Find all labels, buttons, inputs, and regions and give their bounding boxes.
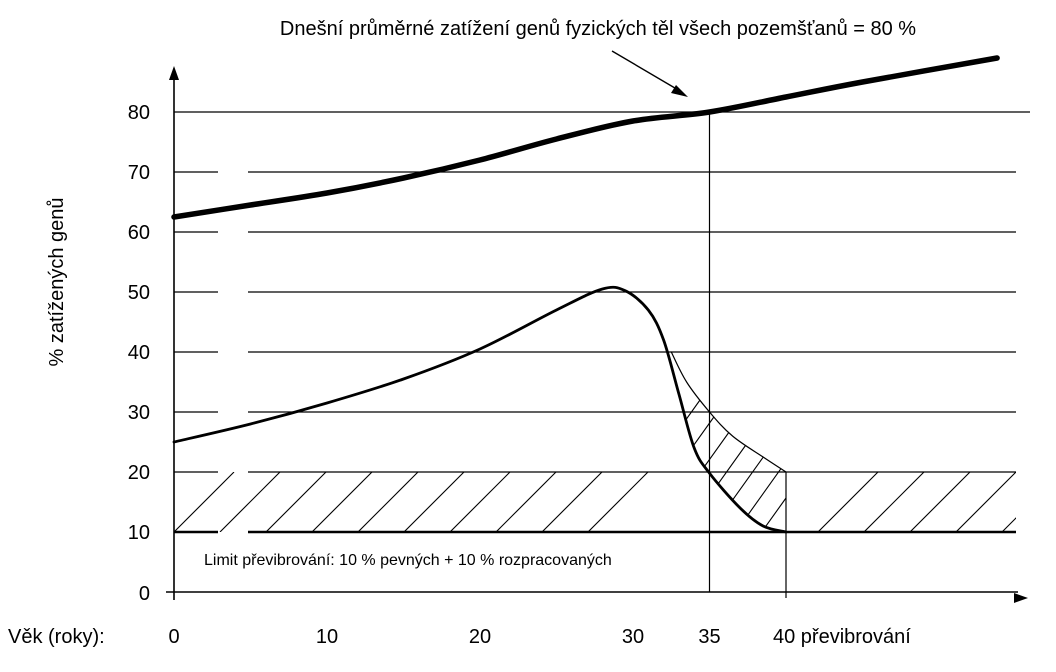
hatch-line xyxy=(311,472,373,532)
hatch-line xyxy=(1048,472,1056,532)
series-line-alternative xyxy=(670,351,787,473)
hatch-line xyxy=(677,399,779,532)
hatch-line xyxy=(755,399,786,532)
hatch-line xyxy=(671,399,753,532)
annotation-arrow-shaft xyxy=(611,50,681,92)
annotation-arrowhead xyxy=(671,85,688,97)
hatch-line xyxy=(495,472,557,532)
gridlines xyxy=(174,111,1030,534)
hatch-line xyxy=(781,399,786,532)
hatch-line xyxy=(449,472,511,532)
y-tick-label-20: 20 xyxy=(128,462,150,484)
hatch-line xyxy=(955,472,1016,532)
x-tick-label-0: 0 xyxy=(168,626,179,648)
hatch-line xyxy=(265,472,327,532)
vertical-markers xyxy=(708,112,787,598)
y-tick-label-80: 80 xyxy=(128,102,150,124)
y-axis-arrow xyxy=(169,66,179,80)
tick-labels: 0 10 20 30 40 50 60 70 80 0 10 20 30 35 40 převibrován… xyxy=(128,102,912,648)
hatch-line xyxy=(174,472,235,532)
series-line-average xyxy=(171,55,1000,220)
x-tick-label-10: 10 xyxy=(316,626,338,648)
hatch-line xyxy=(808,400,908,540)
series-line-individual xyxy=(172,285,788,534)
x-tick-label-35: 35 xyxy=(698,626,720,648)
hatch-line xyxy=(587,472,649,532)
y-tick-label-50: 50 xyxy=(128,282,150,304)
hatch-line xyxy=(403,472,465,532)
y-tick-label-40: 40 xyxy=(128,342,150,364)
hatch-line xyxy=(357,472,419,532)
series xyxy=(171,55,1000,534)
x-axis-label: Věk (roky): xyxy=(8,626,105,648)
hatch-pattern xyxy=(174,472,1056,532)
hatch-line xyxy=(863,472,925,532)
hatch-line xyxy=(1001,517,1016,532)
x-axis-arrow xyxy=(1014,593,1028,603)
hatch-line xyxy=(219,472,281,532)
axes xyxy=(166,66,1028,603)
limit-label: Limit převibrování: 10 % pevných + 10 % … xyxy=(204,552,612,569)
hatch-line xyxy=(817,472,879,532)
y-tick-label-70: 70 xyxy=(128,162,150,184)
y-axis-label: % zatížených genů xyxy=(46,198,68,367)
x-tick-label-30: 30 xyxy=(622,626,644,648)
y-tick-label-10: 10 xyxy=(128,522,150,544)
hatched-limit-band xyxy=(174,399,1056,540)
y-tick-label-60: 60 xyxy=(128,222,150,244)
hatch-line xyxy=(729,399,786,532)
y-tick-label-30: 30 xyxy=(128,402,150,424)
hatch-line xyxy=(671,399,727,532)
x-tick-label-20: 20 xyxy=(469,626,491,648)
y-tick-label-0: 0 xyxy=(139,583,150,605)
top-annotation: Dnešní průměrné zatížení genů fyzických … xyxy=(280,18,916,40)
x-tick-label-40: 40 převibrování xyxy=(773,626,911,648)
hatch-line xyxy=(541,472,603,532)
hatch-line xyxy=(909,472,971,532)
